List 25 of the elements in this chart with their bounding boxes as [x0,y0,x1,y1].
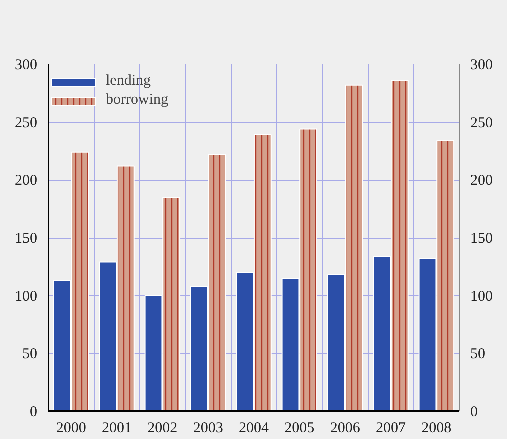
x-tick-label: 2003 [193,420,224,436]
legend-label: borrowing [106,92,168,109]
x-tick-label: 2002 [148,420,178,436]
y2-tick-label: 250 [470,115,493,132]
y2-tick-label: 300 [470,58,493,74]
y-tick-label: 200 [15,173,38,190]
y-tick-label: 0 [30,404,38,420]
legend-label: lending [106,73,151,90]
y2-tick-label: 150 [470,231,493,247]
x-tick-label: 2007 [376,420,406,436]
y-tick-label: 50 [22,346,38,363]
y-tick-label: 250 [15,115,38,132]
y2-tick-label: 0 [470,404,478,420]
x-tick-label: 2008 [422,420,452,436]
x-tick-label: 2004 [239,420,270,436]
y2-tick-label: 200 [470,173,493,190]
x-tick-label: 2001 [102,420,132,436]
y2-tick-label: 50 [470,346,486,363]
x-tick-label: 2006 [330,420,361,436]
y-tick-label: 100 [15,288,38,305]
y-tick-label: 300 [15,58,38,74]
y2-tick-label: 100 [470,288,493,305]
x-tick-label: 2005 [284,420,315,436]
x-tick-label: 2000 [56,420,86,436]
y-tick-label: 150 [15,231,38,247]
